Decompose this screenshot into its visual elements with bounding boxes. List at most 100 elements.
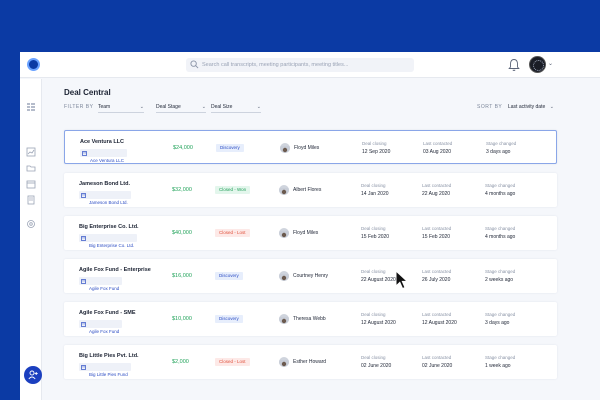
last-contacted-date: 22 Aug 2020: [422, 191, 451, 197]
company-chip[interactable]: Jameson Bond Ltd.: [79, 191, 131, 205]
filter-deal-size-label: Deal Size: [211, 104, 233, 110]
deal-amount: $24,000: [173, 145, 193, 151]
deal-name[interactable]: Ace Ventura LLC: [80, 139, 125, 145]
owner-name: Theresa Webb: [293, 316, 326, 322]
calendar-icon[interactable]: [26, 179, 36, 189]
list-icon[interactable]: [26, 102, 36, 112]
folder-icon[interactable]: [26, 163, 36, 173]
mouse-cursor-icon: [395, 270, 409, 290]
deal-row[interactable]: Big Enterprise Co. Ltd. Big Enterprise C…: [64, 216, 557, 250]
deal-closing-date: 02 June 2020: [361, 363, 392, 369]
last-contacted-label: Last contacted: [422, 312, 452, 317]
stage-changed-label: Stage changed: [485, 312, 516, 317]
filter-deal-stage[interactable]: Deal Stage ⌄: [156, 102, 206, 113]
user-avatar[interactable]: [529, 56, 546, 73]
document-icon[interactable]: [26, 195, 36, 205]
company-name: Big Enterprise Co. Ltd.: [89, 243, 135, 248]
deal-name[interactable]: Big Little Pies Pvt. Ltd.: [79, 353, 139, 359]
deal-row[interactable]: Agile Fox Fund - Enterprise Agile Fox Fu…: [64, 259, 557, 293]
company-chip[interactable]: Big Little Pies Fund: [79, 363, 131, 377]
search-icon: [190, 60, 199, 69]
deal-closing-date: 14 Jan 2020: [361, 191, 389, 197]
deal-amount: $10,000: [172, 316, 192, 322]
app-window: Search call transcripts, meeting partici…: [20, 52, 600, 400]
last-contacted-label: Last contacted: [423, 141, 453, 146]
sidebar: [20, 79, 42, 400]
stage-badge: Discovery: [216, 144, 244, 152]
last-contacted-label: Last contacted: [422, 226, 452, 231]
last-contacted-date: 03 Aug 2020: [423, 149, 452, 155]
chevron-down-icon: ⌄: [139, 104, 144, 110]
building-icon: [81, 321, 86, 327]
stage-changed-label: Stage changed: [485, 226, 516, 231]
search-input[interactable]: Search call transcripts, meeting partici…: [186, 58, 414, 72]
filter-deal-stage-label: Deal Stage: [156, 104, 181, 110]
stage-changed-value: 1 week ago: [485, 363, 511, 369]
company-name: Ace Ventura LLC: [90, 158, 125, 163]
owner-avatar: [280, 143, 290, 153]
deal-closing-label: Deal closing: [361, 226, 386, 231]
building-icon: [81, 278, 86, 284]
deal-closing-label: Deal closing: [361, 183, 386, 188]
owner-avatar: [279, 271, 289, 281]
owner-avatar: [279, 357, 289, 367]
deal-closing-label: Deal closing: [362, 141, 387, 146]
stage-changed-label: Stage changed: [485, 183, 516, 188]
stage-badge: Closed - Lost: [215, 229, 250, 237]
stage-changed-value: 4 months ago: [485, 234, 516, 240]
sort-by-label: SORT BY: [477, 104, 503, 110]
deal-closing-label: Deal closing: [361, 355, 386, 360]
stage-changed-value: 3 days ago: [485, 320, 510, 326]
filter-team[interactable]: Team ⌄: [98, 102, 144, 113]
filter-by-label: FILTER BY: [64, 104, 94, 110]
deal-row[interactable]: Agile Fox Fund - SME Agile Fox Fund $10,…: [64, 302, 557, 336]
filter-deal-size[interactable]: Deal Size ⌄: [211, 102, 261, 113]
owner-avatar: [279, 185, 289, 195]
company-chip[interactable]: Ace Ventura LLC: [80, 149, 128, 163]
deal-row[interactable]: Jameson Bond Ltd. Jameson Bond Ltd. $32,…: [64, 173, 557, 207]
chart-icon[interactable]: [26, 147, 36, 157]
search-placeholder: Search call transcripts, meeting partici…: [202, 62, 349, 68]
sort-select-value: Last activity date: [508, 104, 546, 110]
add-user-button[interactable]: [24, 366, 42, 384]
owner-name: Esther Howard: [293, 359, 327, 365]
deal-row[interactable]: Ace Ventura LLC Ace Ventura LLC $24,000 …: [64, 130, 557, 164]
bell-icon[interactable]: [508, 58, 520, 72]
deal-closing-date: 12 Sep 2020: [362, 149, 391, 155]
last-contacted-date: 15 Feb 2020: [422, 234, 451, 240]
stage-badge: Discovery: [215, 272, 243, 280]
deal-amount: $2,000: [172, 359, 189, 365]
last-contacted-label: Last contacted: [422, 355, 452, 360]
owner-name: Courtney Henry: [293, 273, 329, 279]
owner-name: Floyd Miles: [293, 230, 319, 236]
stage-changed-label: Stage changed: [486, 141, 517, 146]
stage-changed-label: Stage changed: [485, 269, 516, 274]
deal-name[interactable]: Agile Fox Fund - SME: [79, 310, 136, 316]
deal-name[interactable]: Agile Fox Fund - Enterprise: [79, 267, 151, 273]
stage-badge: Closed - Won: [215, 186, 251, 194]
last-contacted-label: Last contacted: [422, 183, 452, 188]
stage-badge: Closed - Lost: [215, 358, 250, 366]
deal-name[interactable]: Jameson Bond Ltd.: [79, 181, 131, 187]
company-name: Big Little Pies Fund: [89, 372, 128, 377]
last-contacted-date: 26 July 2020: [422, 277, 451, 283]
company-chip[interactable]: Big Enterprise Co. Ltd.: [79, 234, 138, 248]
company-chip[interactable]: Agile Fox Fund: [79, 320, 123, 334]
stage-changed-value: 2 weeks ago: [485, 277, 514, 283]
stage-changed-label: Stage changed: [485, 355, 516, 360]
deal-row[interactable]: Big Little Pies Pvt. Ltd. Big Little Pie…: [64, 345, 557, 379]
deal-closing-date: 22 August 2020: [361, 277, 396, 283]
logo-icon[interactable]: [27, 58, 40, 71]
chevron-down-icon[interactable]: ⌄: [548, 61, 554, 67]
stage-changed-value: 3 days ago: [486, 149, 511, 155]
company-name: Agile Fox Fund: [89, 329, 120, 334]
last-contacted-date: 12 August 2020: [422, 320, 457, 326]
sort-select[interactable]: Last activity date ⌄: [508, 102, 554, 113]
deal-amount: $40,000: [172, 230, 192, 236]
chevron-down-icon: ⌄: [256, 104, 261, 110]
chevron-down-icon: ⌄: [201, 104, 206, 110]
deal-name[interactable]: Big Enterprise Co. Ltd.: [79, 224, 139, 230]
company-name: Agile Fox Fund: [89, 286, 120, 291]
settings-icon[interactable]: [26, 219, 36, 229]
company-chip[interactable]: Agile Fox Fund: [79, 277, 123, 291]
